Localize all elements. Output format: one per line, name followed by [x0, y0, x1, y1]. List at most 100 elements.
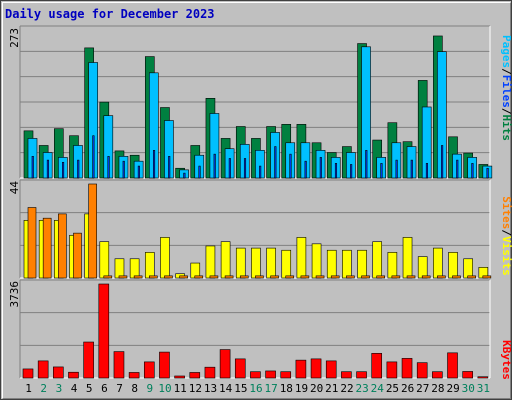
visits-bar-fill: [433, 247, 443, 279]
kbytes-bar-fill: [159, 351, 170, 379]
legend-kbytes-part: KBytes: [500, 340, 512, 380]
visits-bar: [448, 252, 458, 279]
kbytes-bar-fill: [250, 371, 261, 379]
legend-hits-files-pages-part: /: [500, 108, 512, 115]
pages-bar-fill: [31, 156, 34, 179]
pages-bar: [152, 150, 156, 179]
pages-bar-fill: [137, 165, 140, 179]
visits-bar-fill: [144, 252, 155, 279]
pages-bar-fill: [486, 167, 489, 179]
day-label: 26: [401, 382, 414, 395]
pages-bar: [137, 165, 140, 179]
pages-bar: [319, 157, 322, 179]
sites-bar: [88, 183, 97, 279]
sites-bar: [148, 275, 158, 279]
day-label: 9: [147, 382, 154, 395]
pages-bar-fill: [259, 165, 262, 179]
sites-bar: [270, 275, 279, 279]
kbytes-bar-fill: [447, 352, 458, 379]
visits-bar: [251, 247, 261, 279]
pages-bar: [77, 159, 80, 179]
kbytes-bar-fill: [53, 366, 64, 379]
visits-bar-fill: [463, 258, 473, 279]
day-label: 15: [234, 382, 247, 395]
kbytes-bar-fill: [386, 361, 398, 379]
sites-bar: [452, 275, 461, 279]
pages-bar-fill: [456, 159, 459, 179]
sites-bar: [118, 275, 128, 279]
pages-bar-fill: [92, 135, 95, 179]
kbytes-bar-fill: [477, 376, 489, 379]
pages-bar-fill: [243, 158, 247, 179]
kbytes-bar: [128, 372, 140, 379]
sites-bar-fill: [209, 275, 219, 279]
visits-bar-fill: [387, 252, 398, 279]
pages-bar: [365, 150, 368, 179]
day-label: 18: [280, 382, 293, 395]
pages-bar: [168, 156, 171, 179]
pages-bar-fill: [410, 159, 413, 179]
visits-bar: [326, 249, 337, 279]
pages-bar-fill: [122, 160, 125, 179]
visits-bar-fill: [205, 245, 216, 279]
sites-bar-fill: [285, 275, 295, 279]
kbytes-bar: [462, 371, 473, 379]
kbytes-bar-fill: [204, 366, 216, 379]
pages-bar-fill: [350, 164, 353, 179]
day-label: 19: [295, 382, 308, 395]
sites-bar: [361, 275, 370, 279]
kbytes-bar: [371, 353, 383, 379]
legend-hits-files-pages-part: /: [500, 68, 512, 75]
kbytes-bar: [83, 341, 94, 379]
sites-bar-fill: [27, 207, 37, 279]
sites-bar: [164, 275, 173, 279]
pages-bar: [380, 163, 383, 179]
visits-bar: [311, 243, 322, 279]
legend-kbytes: KBytes: [500, 340, 512, 380]
sites-bar: [224, 275, 234, 279]
visits-bar: [160, 237, 170, 279]
sites-bar-fill: [406, 275, 416, 279]
kbytes-bar-fill: [356, 371, 367, 379]
sites-bar-fill: [148, 275, 158, 279]
sites-bar: [27, 207, 37, 279]
day-label: 20: [310, 382, 323, 395]
sites-bar-fill: [103, 275, 113, 279]
pages-bar-fill: [395, 159, 398, 179]
day-label: 7: [116, 382, 123, 395]
pages-bar-fill: [107, 156, 110, 179]
sites-bar-fill: [118, 275, 128, 279]
day-label: 2: [40, 382, 47, 395]
pages-bar-fill: [62, 161, 65, 179]
sites-bar-fill: [88, 183, 97, 279]
kbytes-bar: [189, 372, 201, 379]
day-label: 14: [219, 382, 233, 395]
visits-bar-fill: [296, 237, 307, 279]
pages-bar: [289, 153, 292, 179]
visits-bar: [296, 237, 307, 279]
pages-bar-fill: [365, 150, 368, 179]
day-label: 3: [56, 382, 63, 395]
sites-bar: [391, 275, 401, 279]
pages-bar-fill: [274, 146, 277, 179]
visits-bar-fill: [417, 256, 428, 279]
pages-bar: [46, 159, 49, 179]
kbytes-bar: [432, 371, 443, 379]
visits-bar-fill: [160, 237, 170, 279]
visits-bar-fill: [266, 247, 276, 279]
sites-bar: [194, 275, 204, 279]
kbytes-bar: [280, 371, 292, 379]
pages-bar-fill: [319, 157, 322, 179]
kbytes-bar: [174, 375, 185, 379]
pages-bar: [198, 165, 201, 179]
kbytes-bar: [204, 366, 216, 379]
sites-bar-fill: [73, 232, 82, 279]
legend-hits-files-pages-part: Files: [500, 75, 512, 108]
visits-bar: [114, 258, 125, 279]
legend-sites-visits-part: Sites: [500, 196, 512, 229]
sites-bar: [179, 275, 188, 279]
day-label: 13: [204, 382, 217, 395]
pages-bar-fill: [46, 159, 49, 179]
kbytes-bar-fill: [37, 360, 49, 379]
kbytes-bar-fill: [401, 358, 413, 379]
